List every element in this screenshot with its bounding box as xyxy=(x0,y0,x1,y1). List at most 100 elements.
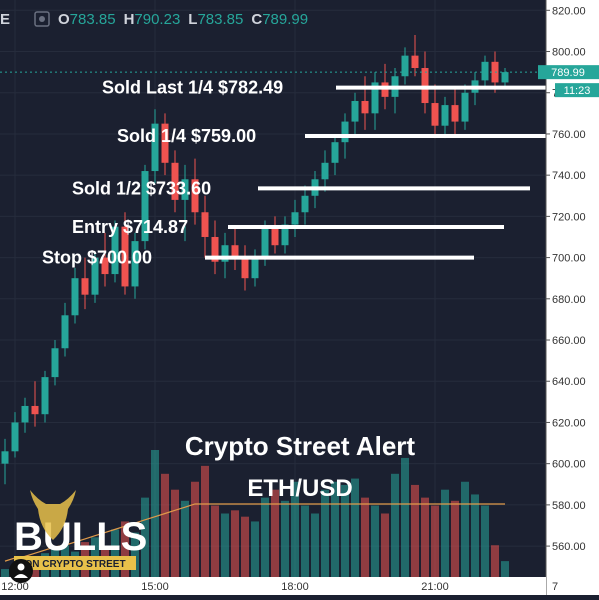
annotation-label: Entry $714.87 xyxy=(72,217,188,237)
candle-body xyxy=(421,68,429,104)
volume-bar xyxy=(151,450,159,577)
logo-word: BULLS xyxy=(14,515,147,559)
volume-bar xyxy=(141,497,149,577)
ohlc-key: H xyxy=(124,11,135,28)
volume-bar xyxy=(291,481,299,577)
candle-body xyxy=(161,123,169,163)
current-price-badge-text: 789.99 xyxy=(551,67,585,79)
price-tick-label: 560.00 xyxy=(552,541,586,553)
candle xyxy=(61,302,69,357)
candle-body xyxy=(191,179,199,213)
price-axis[interactable] xyxy=(546,0,599,595)
price-tick-label: 640.00 xyxy=(552,376,586,388)
volume-bar xyxy=(461,481,469,577)
volume-bar xyxy=(261,497,269,577)
volume-bar xyxy=(201,465,209,577)
symbol-fragment: E xyxy=(0,11,10,28)
candle xyxy=(301,185,309,225)
volume-bar xyxy=(311,513,319,577)
candle-body xyxy=(181,179,189,200)
volume-bar xyxy=(481,505,489,577)
candle-body xyxy=(31,405,39,415)
annotation-label: Sold 1/4 $759.00 xyxy=(117,126,256,146)
annotation-label: Stop $700.00 xyxy=(42,248,152,268)
candle-body xyxy=(171,162,179,200)
volume-bar xyxy=(251,521,259,577)
time-tick-label: 7 xyxy=(552,581,558,593)
price-axis-labels: 560.00 580.00 600.00 620.00 640.00 660.00 680.… xyxy=(546,5,586,553)
candle xyxy=(431,84,439,139)
candle xyxy=(1,438,9,485)
volume-bar xyxy=(161,473,169,577)
annotation: Sold 1/2 $733.60 xyxy=(72,178,530,198)
candle xyxy=(351,92,359,134)
candle xyxy=(321,150,329,192)
candle-body xyxy=(461,92,469,122)
annotation-label: Sold Last 1/4 $782.49 xyxy=(102,78,283,98)
price-tick-label: 820.00 xyxy=(552,5,586,17)
overlay-title: Crypto Street Alert xyxy=(185,431,416,461)
candle-body xyxy=(301,195,309,213)
volume-bar xyxy=(431,505,439,577)
candle-body xyxy=(401,55,409,77)
candle-body xyxy=(481,61,489,81)
candle-body xyxy=(291,212,299,225)
candle-body xyxy=(141,171,149,242)
volume-bar xyxy=(341,484,349,577)
candle xyxy=(211,220,219,275)
candle xyxy=(71,267,79,324)
volume-bar xyxy=(381,513,389,577)
candle-body xyxy=(81,278,89,295)
bull-skull-icon xyxy=(30,490,76,540)
volume-bar xyxy=(221,513,229,577)
price-tick-label: 660.00 xyxy=(552,335,586,347)
candle xyxy=(281,216,289,254)
ohlc-value: 790.23 xyxy=(134,11,180,28)
time-tick-label: 15:00 xyxy=(141,581,169,593)
candle-body xyxy=(11,422,19,452)
candle xyxy=(501,68,509,87)
price-tick-label: 720.00 xyxy=(552,211,586,223)
volume-bar xyxy=(1,569,9,577)
candle-body xyxy=(61,315,69,349)
candle xyxy=(371,72,379,130)
volume-bar xyxy=(321,489,329,577)
candle-body xyxy=(361,100,369,114)
ohlc-key: O xyxy=(58,11,70,28)
volume-bar xyxy=(301,505,309,577)
price-tick-label: 760.00 xyxy=(552,129,586,141)
volume-bar xyxy=(441,489,449,577)
volume-bar xyxy=(471,494,479,577)
volume-bar xyxy=(371,505,379,577)
user-tag-icon[interactable] xyxy=(9,559,33,583)
candle-body xyxy=(71,278,79,316)
candle xyxy=(291,199,299,237)
candle xyxy=(231,228,239,270)
volume-bar xyxy=(451,500,459,577)
volume-bar xyxy=(361,497,369,577)
candle xyxy=(131,232,139,299)
volume-bar xyxy=(111,529,119,577)
volume-bar xyxy=(281,500,289,577)
volume-bar xyxy=(271,489,279,577)
candle xyxy=(81,257,89,310)
candle xyxy=(11,412,19,458)
candle xyxy=(461,84,469,130)
candle-body xyxy=(41,377,49,415)
candle-body xyxy=(431,103,439,126)
candle-body xyxy=(271,228,279,246)
volume-bar xyxy=(181,500,189,577)
candle xyxy=(411,35,419,77)
volume-bar xyxy=(491,545,499,577)
time-axis[interactable]: 12:00 15:00 18:00 21:00 7 xyxy=(0,577,558,595)
logo-tagline: ON CRYPTO STREET xyxy=(24,559,125,570)
volume-ma-line xyxy=(4,503,505,562)
volume-bar xyxy=(131,532,139,577)
candle xyxy=(441,96,449,139)
volume-bar xyxy=(351,478,359,577)
price-tick-label: 800.00 xyxy=(552,47,586,59)
candle xyxy=(151,109,159,184)
settings-icon[interactable] xyxy=(34,11,50,27)
bulls-logo: BULLS ON CRYPTO STREET xyxy=(14,490,147,570)
